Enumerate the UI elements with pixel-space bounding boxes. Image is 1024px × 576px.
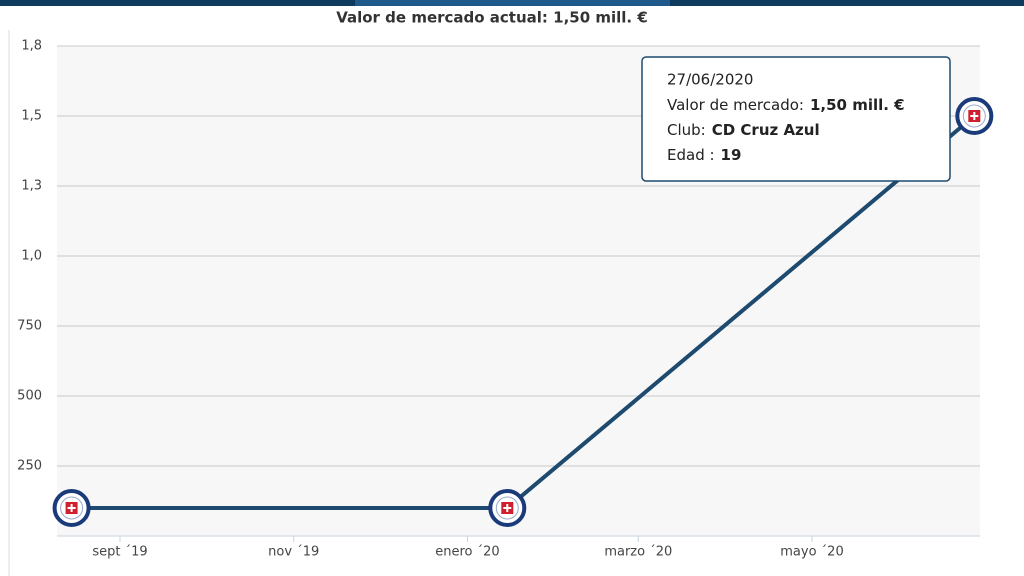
data-point bbox=[52, 489, 91, 527]
marker-cross bbox=[503, 504, 512, 512]
tooltip-value: CD Cruz Azul bbox=[712, 121, 820, 139]
marker-cross bbox=[67, 504, 76, 512]
tooltip: 27/06/2020 Valor de mercado: 1,50 mill. € C… bbox=[641, 56, 951, 182]
tooltip-value: 1,50 mill. € bbox=[810, 96, 905, 114]
y-tick-label: 750 bbox=[17, 319, 42, 334]
x-tick-label: enero ´20 bbox=[435, 545, 499, 560]
tooltip-row: Club: CD Cruz Azul bbox=[667, 121, 820, 139]
tooltip-value: 19 bbox=[721, 146, 742, 164]
y-tick-label: 250 bbox=[17, 459, 42, 474]
marker-cross bbox=[970, 112, 979, 120]
tooltip-date: 27/06/2020 bbox=[667, 71, 753, 89]
chart-title: Valor de mercado actual: 1,50 mill. € bbox=[336, 9, 648, 27]
x-tick-label: sept ´19 bbox=[92, 545, 147, 560]
tooltip-box bbox=[641, 56, 951, 182]
y-tick-label: 500 bbox=[17, 389, 42, 404]
tooltip-label: Club: bbox=[667, 121, 706, 139]
y-tick-label: 1,0 bbox=[21, 249, 42, 264]
y-tick-label: 1,8 bbox=[21, 39, 42, 54]
y-tick-label: 1,3 bbox=[21, 179, 42, 194]
top-bar-tab bbox=[355, 0, 670, 6]
tooltip-label: Edad : bbox=[667, 146, 715, 164]
tooltip-row: Valor de mercado: 1,50 mill. € bbox=[667, 96, 905, 114]
tooltip-row: Edad : 19 bbox=[667, 146, 741, 164]
y-tick-label: 1,5 bbox=[21, 109, 42, 124]
x-tick-label: nov ´19 bbox=[268, 545, 319, 560]
data-point bbox=[488, 489, 527, 527]
tooltip-label: Valor de mercado: bbox=[667, 96, 804, 114]
x-tick-label: mayo ´20 bbox=[780, 545, 843, 560]
data-point bbox=[955, 97, 994, 135]
x-tick-label: marzo ´20 bbox=[604, 545, 672, 560]
